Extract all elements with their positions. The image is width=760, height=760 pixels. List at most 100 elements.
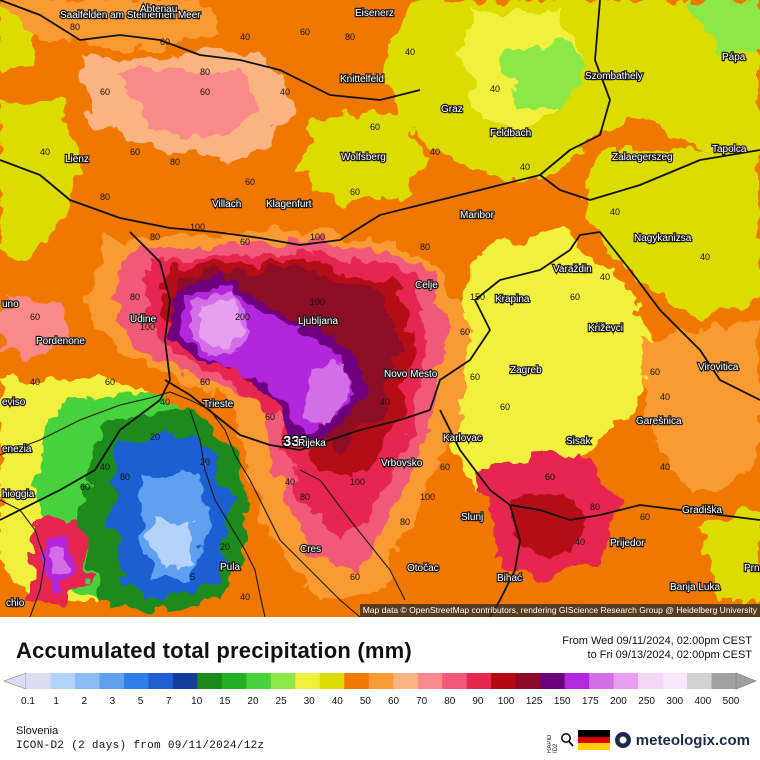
contour-value: 40 [520, 162, 530, 172]
contour-value: 200 [235, 312, 250, 322]
contour-value: 60 [640, 512, 650, 522]
scale-tick-label: 60 [387, 696, 400, 707]
contour-value: 40 [40, 147, 50, 157]
contour-value: 40 [660, 392, 670, 402]
scale-swatch [344, 673, 370, 689]
color-scale-ticks: 0.1 1 2 3 5 7 10 15 20 25 30 40 50 60 70 80 90 100 125 150 1… [0, 696, 760, 710]
city-label-vrbovsko: Vrbovsko [381, 458, 423, 469]
search-icon[interactable] [560, 731, 574, 749]
contour-value: 60 [30, 312, 40, 322]
contour-value: 40 [490, 84, 500, 94]
contour-value: 100 [310, 232, 325, 242]
scale-tick-label: 20 [247, 696, 259, 707]
brand[interactable]: RAPID ID2 meteologix.com [547, 727, 750, 753]
scale-swatch [540, 673, 566, 689]
city-label-gradiska: Gradiška [682, 505, 722, 516]
city-label-graz: Graz [441, 104, 463, 115]
contour-value: 60 [265, 412, 275, 422]
scale-swatch [221, 673, 247, 689]
contour-value: 60 [160, 37, 170, 47]
germany-flag-icon [577, 730, 610, 751]
scale-tick-label: 5 [137, 696, 144, 707]
scale-tick-label: 40 [331, 696, 343, 707]
city-label-bihac: Bihać [497, 573, 522, 584]
contour-value: 60 [470, 372, 480, 382]
scale-swatch [368, 673, 394, 689]
city-label-papa: Pápa [722, 52, 746, 63]
city-label-zalaegerszeg: Zalaegerszeg [612, 152, 673, 163]
contour-value: 40 [380, 397, 390, 407]
scale-swatch [123, 673, 149, 689]
contour-value: 40 [30, 377, 40, 387]
scale-swatch [613, 673, 639, 689]
scale-tick-label: 150 [553, 696, 571, 707]
scale-swatch [26, 673, 51, 689]
contour-value: 100 [420, 492, 435, 502]
city-label-wolfsberg: Wolfsberg [341, 152, 386, 163]
contour-value: 40 [160, 397, 170, 407]
contour-value: 100 [350, 477, 365, 487]
contour-value: 80 [70, 22, 80, 32]
contour-value: 80 [300, 492, 310, 502]
city-label-varazdin: Varaždin [553, 264, 592, 275]
scale-tick-label: 10 [191, 696, 203, 707]
city-label-garesnica: Garešnica [636, 416, 682, 427]
scale-swatch [99, 673, 125, 689]
scale-swatch [662, 673, 688, 689]
city-label-venezia: enezia [2, 444, 32, 455]
city-label-virovitica: Virovitica [698, 362, 739, 373]
contour-value: 60 [545, 472, 555, 482]
city-label-treviso: eviso [2, 397, 26, 408]
scale-tick-label: 50 [359, 696, 371, 707]
precipitation-map[interactable]: 338 Saalfelden am Steinernen Meer Abtenau… [0, 0, 760, 617]
region-label: Slovenia [16, 725, 59, 737]
city-label-pula: Pula [220, 562, 240, 573]
scale-swatch [491, 673, 517, 689]
scale-tick-label: 500 [722, 696, 740, 707]
scale-tick-label: 1 [53, 696, 59, 707]
map-attribution[interactable]: Map data © OpenStreetMap contributors, r… [359, 604, 760, 617]
contour-value: 40 [405, 47, 415, 57]
scale-tick-label: 175 [582, 696, 599, 707]
contour-value: 80 [200, 67, 210, 77]
contour-value: 40 [280, 87, 290, 97]
contour-value: 60 [650, 367, 660, 377]
contour-value: 80 [345, 32, 355, 42]
contour-value: 80 [100, 192, 110, 202]
city-label-szombathely: Szombathely [585, 71, 643, 82]
brand-text[interactable]: meteologix.com [635, 731, 750, 749]
contour-value: 40 [240, 592, 250, 602]
date-range: From Wed 09/11/2024, 02:00pm CEST to Fri… [562, 634, 752, 662]
contour-value: 60 [350, 572, 360, 582]
scale-swatch [466, 673, 492, 689]
legend-panel: Accumulated total precipitation (mm) Fro… [0, 617, 760, 760]
contour-value: 60 [350, 187, 360, 197]
city-label-tapolca: Tapolca [712, 144, 747, 155]
flag-stripe-red [577, 736, 610, 744]
city-label-pordenone: Pordenone [36, 336, 85, 347]
contour-value: 80 [130, 292, 140, 302]
contour-value: 20 [200, 457, 210, 467]
contour-value: 5 [190, 572, 195, 582]
contour-value: 40 [285, 477, 295, 487]
model-run-label: ICON-D2 (2 days) from 09/11/2024/12z [16, 740, 265, 752]
city-label-uno: uno [2, 299, 19, 310]
contour-value: 60 [500, 402, 510, 412]
scale-swatch [564, 673, 590, 689]
contour-value: 60 [200, 377, 210, 387]
scale-tick-label: 30 [303, 696, 315, 707]
contour-value: 40 [575, 537, 585, 547]
scale-swatch [393, 673, 419, 689]
contour-value: 80 [150, 232, 160, 242]
contour-value: 60 [370, 122, 380, 132]
scale-tick-label: 200 [610, 696, 627, 707]
precip-fill-layers [0, 0, 760, 617]
scale-tick-label: 3 [109, 696, 116, 707]
scale-swatch [74, 673, 100, 689]
contour-value: 40 [100, 462, 110, 472]
contour-value: 60 [200, 87, 210, 97]
city-label-abtenau: Abtenau [140, 4, 177, 15]
city-label-lienz: Lienz [65, 154, 89, 165]
scale-tick-label: 400 [694, 696, 712, 707]
